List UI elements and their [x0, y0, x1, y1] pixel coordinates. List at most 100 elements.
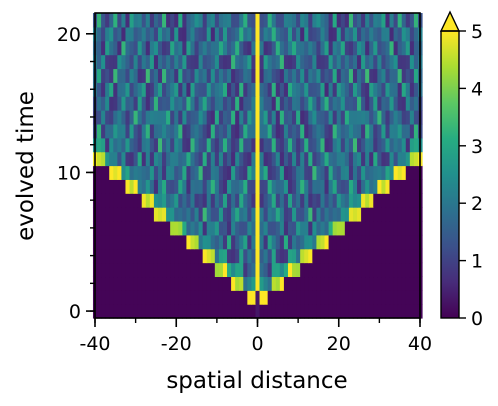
heatmap-cell	[389, 82, 395, 97]
heatmap-cell	[194, 179, 200, 194]
heatmap-cell	[231, 207, 236, 222]
y-axis-label: evolved time	[13, 91, 39, 241]
heatmap-cell	[214, 82, 220, 97]
heatmap-cell	[365, 165, 370, 180]
heatmap-cell	[296, 82, 301, 97]
heatmap-cell	[328, 151, 334, 167]
heatmap-cell	[340, 234, 346, 250]
heatmap-cell	[206, 68, 212, 83]
heatmap-cell	[198, 262, 204, 278]
heatmap-cell	[296, 179, 301, 194]
heatmap-cell	[137, 26, 143, 42]
heatmap-cell	[397, 110, 403, 125]
heatmap-cell	[125, 13, 131, 28]
heatmap-cell	[275, 26, 281, 42]
heatmap-cell	[162, 262, 167, 278]
heatmap-cell	[170, 220, 175, 236]
heatmap-cells	[92, 13, 423, 319]
heatmap-cell	[344, 123, 350, 139]
heatmap-cell	[292, 276, 297, 291]
heatmap-cell	[287, 276, 293, 291]
heatmap-cell	[178, 68, 183, 83]
heatmap-cell	[166, 193, 171, 208]
heatmap-cell	[324, 13, 330, 28]
heatmap-cell	[352, 13, 358, 28]
heatmap-cell	[113, 220, 118, 236]
heatmap-cell	[153, 137, 159, 153]
heatmap-cell	[145, 165, 151, 180]
heatmap-cell	[133, 304, 139, 319]
heatmap-cell	[117, 82, 122, 97]
heatmap-cell	[393, 96, 399, 111]
heatmap-cell	[259, 137, 265, 153]
heatmap-cell	[283, 13, 289, 28]
heatmap-cell	[247, 96, 252, 111]
heatmap-cell	[336, 304, 342, 319]
heatmap-cell	[275, 137, 281, 153]
heatmap-cell	[352, 82, 358, 97]
heatmap-cell	[283, 123, 289, 139]
heatmap-cell	[292, 220, 297, 236]
heatmap-cell	[105, 68, 110, 83]
heatmap-cell	[308, 290, 313, 305]
heatmap-cell	[186, 110, 192, 125]
heatmap-cell	[312, 234, 317, 250]
heatmap-cell	[235, 248, 240, 264]
heatmap-cell	[340, 137, 346, 153]
heatmap-cell	[308, 54, 313, 70]
heatmap-cell	[348, 304, 354, 319]
heatmap-cell	[174, 248, 179, 264]
heatmap-cell	[222, 290, 228, 305]
heatmap-cell	[316, 193, 322, 208]
heatmap-cell	[409, 82, 415, 97]
heatmap-cell	[210, 290, 216, 305]
heatmap-cell	[381, 248, 387, 264]
heatmap-cell	[373, 234, 378, 250]
heatmap-cell	[227, 179, 232, 194]
heatmap-cell	[97, 276, 102, 291]
heatmap-cell	[194, 207, 200, 222]
heatmap-cell	[105, 304, 110, 319]
heatmap-cell	[409, 151, 415, 167]
heatmap-cell	[141, 234, 147, 250]
heatmap-cell	[182, 248, 187, 264]
heatmap-cell	[357, 248, 362, 264]
heatmap-cell	[174, 304, 179, 319]
heatmap-cell	[121, 13, 127, 28]
heatmap-cell	[157, 248, 163, 264]
heatmap-cell	[348, 207, 354, 222]
heatmap-cell	[222, 26, 228, 42]
heatmap-cell	[352, 54, 358, 70]
heatmap-cell	[332, 68, 338, 83]
heatmap-cell	[117, 137, 122, 153]
heatmap-cell	[324, 54, 330, 70]
heatmap-cell	[231, 193, 236, 208]
heatmap-cell	[231, 179, 236, 194]
heatmap-cell	[97, 96, 102, 111]
heatmap-cell	[218, 290, 224, 305]
heatmap-cell	[409, 110, 415, 125]
heatmap-cell	[312, 54, 317, 70]
heatmap-cell	[259, 276, 265, 291]
heatmap-cell	[109, 137, 114, 153]
heatmap-cell	[348, 68, 354, 83]
heatmap-cell	[247, 68, 252, 83]
heatmap-cell	[393, 165, 399, 180]
heatmap-cell	[332, 262, 338, 278]
heatmap-cell	[365, 220, 370, 236]
heatmap-cell	[157, 123, 163, 139]
heatmap-cell	[409, 26, 415, 42]
heatmap-cell	[162, 137, 167, 153]
colorbar-tick-label: 4	[471, 78, 483, 100]
heatmap-cell	[336, 82, 342, 97]
heatmap-cell	[247, 137, 252, 153]
heatmap-cell	[332, 151, 338, 167]
heatmap-cell	[97, 26, 102, 42]
heatmap-cell	[385, 262, 391, 278]
heatmap-cell	[149, 137, 155, 153]
heatmap-cell	[308, 304, 313, 319]
heatmap-cell	[271, 82, 277, 97]
heatmap-cell	[105, 40, 110, 56]
heatmap-cell	[352, 68, 358, 83]
heatmap-cell	[348, 165, 354, 180]
